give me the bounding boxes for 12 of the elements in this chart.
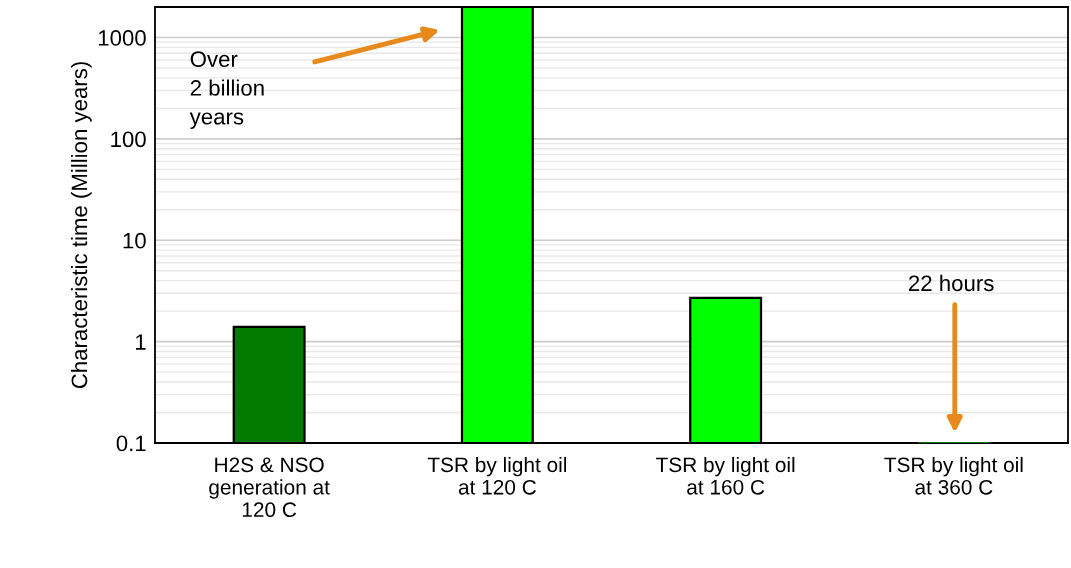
- annotation: 22 hours: [909, 274, 994, 292]
- y-tick-label: 1: [136, 334, 146, 350]
- x-tick-label: TSR by light oil at 120 C: [427, 456, 567, 495]
- y-tick-label: 100: [111, 131, 146, 148]
- y-tick-label: 10: [123, 232, 146, 249]
- y-axis-title: Characteristic time (Million years): [70, 62, 92, 389]
- x-tick-label: TSR by light oil at 160 C: [656, 456, 795, 495]
- annotation: Over 2 billion years: [189, 51, 264, 129]
- x-tick-label: H2S & NSO generation at 120 C: [209, 457, 330, 518]
- x-tick-label: TSR by light oil at 360 C: [884, 456, 1023, 495]
- y-tick-label: 0.1: [116, 435, 146, 452]
- y-tick-label: 1000: [98, 30, 146, 46]
